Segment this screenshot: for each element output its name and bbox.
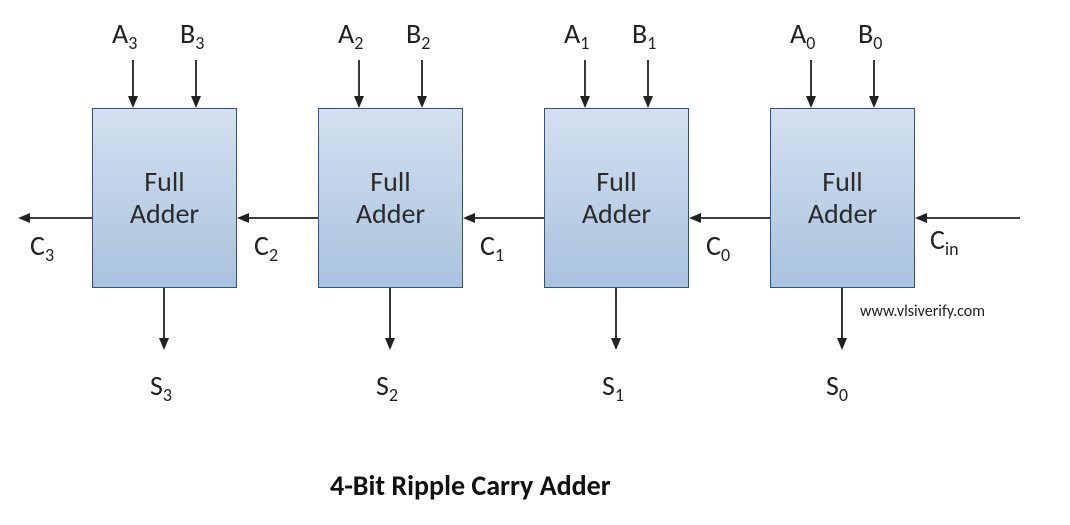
- io-label: S2: [376, 368, 398, 406]
- arrowhead: [128, 96, 138, 108]
- arrowhead: [417, 96, 427, 108]
- io-label: A2: [338, 16, 363, 54]
- io-label: B0: [858, 16, 882, 54]
- io-label: C0: [706, 228, 730, 266]
- io-label: A0: [790, 16, 815, 54]
- arrowhead: [354, 96, 364, 108]
- watermark: www.vlsiverify.com: [860, 302, 985, 321]
- io-label: S1: [602, 368, 624, 406]
- io-label: Cin: [930, 222, 959, 260]
- arrowhead: [580, 96, 590, 108]
- adder-node: FullAdder: [318, 108, 463, 288]
- adder-node-label: FullAdder: [808, 166, 877, 230]
- arrowhead: [806, 96, 816, 108]
- io-label: S3: [150, 368, 172, 406]
- arrowhead: [869, 96, 879, 108]
- arrowhead: [689, 213, 701, 223]
- diagram-canvas: FullAdder FullAdder FullAdder FullAdder A3 B…: [0, 0, 1070, 525]
- diagram-title: 4-Bit Ripple Carry Adder: [330, 468, 611, 503]
- io-label: S0: [826, 368, 848, 406]
- arrowhead: [191, 96, 201, 108]
- io-label: C2: [254, 228, 278, 266]
- adder-node-label: FullAdder: [582, 166, 651, 230]
- io-label: B3: [180, 16, 204, 54]
- adder-node-label: FullAdder: [356, 166, 425, 230]
- adder-node: FullAdder: [770, 108, 915, 288]
- adder-node: FullAdder: [544, 108, 689, 288]
- arrowhead: [643, 96, 653, 108]
- io-label: C3: [30, 228, 54, 266]
- adder-node-label: FullAdder: [130, 166, 199, 230]
- adder-node: FullAdder: [92, 108, 237, 288]
- arrowhead: [237, 213, 249, 223]
- io-label: B2: [406, 16, 430, 54]
- arrowhead: [385, 338, 395, 350]
- arrowhead: [18, 213, 30, 223]
- arrowhead: [463, 213, 475, 223]
- io-label: A3: [112, 16, 137, 54]
- io-label: C1: [480, 228, 504, 266]
- arrowhead: [837, 338, 847, 350]
- io-label: A1: [564, 16, 589, 54]
- arrowhead: [915, 213, 927, 223]
- arrowhead: [611, 338, 621, 350]
- arrowhead: [159, 338, 169, 350]
- io-label: B1: [632, 16, 656, 54]
